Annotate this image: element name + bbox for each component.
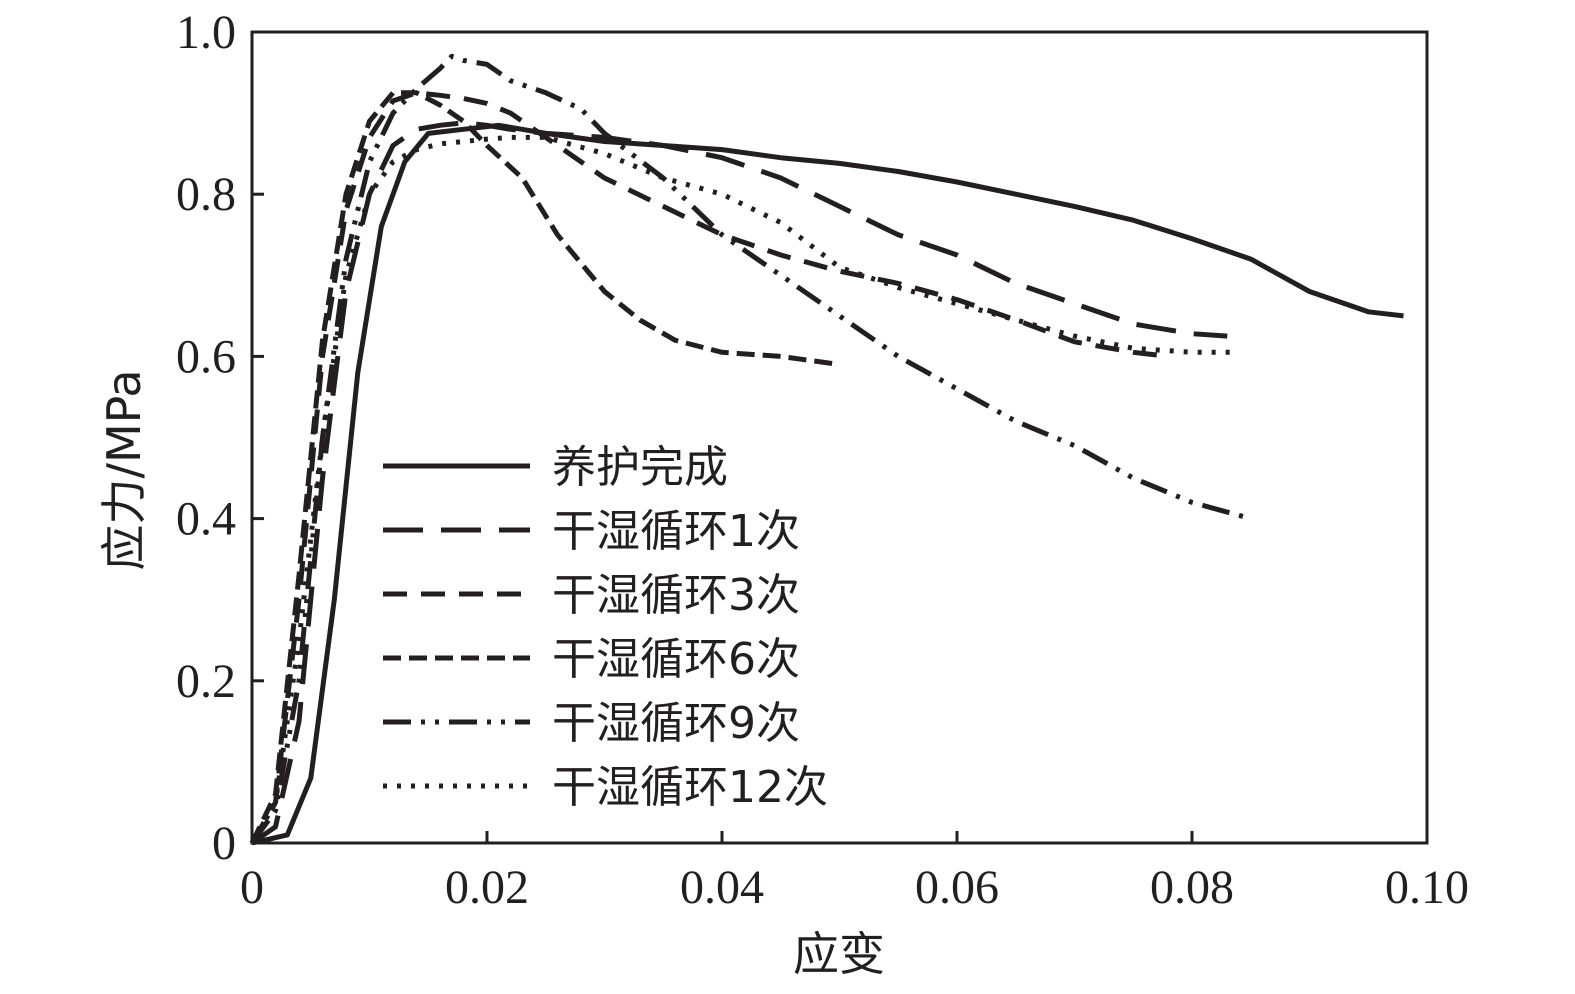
x-tick-label: 0.06 bbox=[915, 861, 999, 914]
y-axis-label: 应力/MPa bbox=[97, 369, 151, 570]
legend-label: 养护完成 bbox=[552, 442, 728, 493]
y-tick-label: 0 bbox=[212, 817, 236, 870]
series-layer bbox=[249, 53, 1404, 846]
legend-label: 干湿循环12次 bbox=[552, 762, 828, 813]
legend-label: 干湿循环9次 bbox=[552, 698, 800, 749]
series-line-3 bbox=[249, 90, 1169, 845]
y-tick-label: 0.8 bbox=[176, 168, 236, 221]
y-tick-label: 0.6 bbox=[176, 330, 236, 383]
legend-label: 干湿循环6次 bbox=[552, 634, 800, 685]
series-line-5 bbox=[249, 53, 1252, 845]
y-axis-ticks: 0 0.2 0.4 0.6 0.8 1.0 bbox=[176, 6, 264, 870]
series-line-2 bbox=[250, 120, 1228, 846]
x-axis-label: 应变 bbox=[793, 927, 885, 981]
y-tick-label: 0.4 bbox=[176, 493, 236, 546]
legend-label: 干湿循环3次 bbox=[552, 570, 800, 621]
x-tick-label: 0.04 bbox=[680, 861, 764, 914]
legend-label: 干湿循环1次 bbox=[552, 506, 800, 557]
x-tick-label: 0.10 bbox=[1385, 861, 1469, 914]
series-line-1 bbox=[251, 122, 1404, 846]
series-line-4 bbox=[249, 90, 840, 845]
y-tick-label: 1.0 bbox=[176, 6, 236, 59]
x-axis-ticks: 0 0.02 0.04 0.06 0.08 0.10 bbox=[240, 831, 1469, 914]
x-tick-label: 0 bbox=[240, 861, 264, 914]
plot-frame bbox=[250, 30, 1429, 845]
x-tick-label: 0.02 bbox=[445, 861, 529, 914]
x-tick-label: 0.08 bbox=[1150, 861, 1234, 914]
y-tick-label: 0.2 bbox=[176, 655, 236, 708]
